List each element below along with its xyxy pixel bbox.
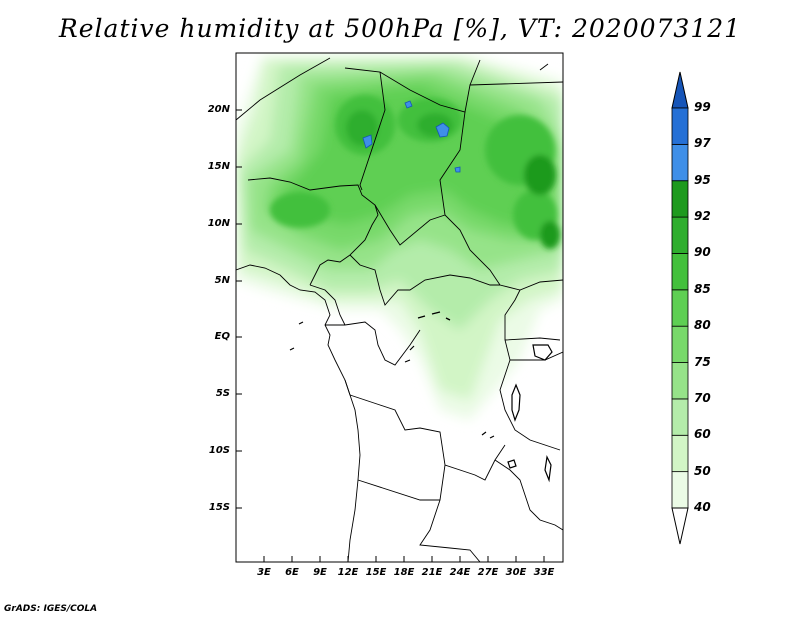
colorbar-segment-90	[671, 216, 689, 254]
lon-label-3e: 3E	[257, 567, 271, 578]
colorbar-label-95: 95	[694, 172, 711, 187]
colorbar-segment-80	[671, 289, 689, 327]
colorbar-label-75: 75	[694, 354, 711, 369]
colorbar-segment-97	[671, 107, 689, 145]
colorbar-label-85: 85	[694, 281, 711, 296]
lon-label-30e: 30E	[505, 567, 527, 578]
colorbar-label-80: 80	[694, 318, 711, 333]
lat-label-10n: 10N	[207, 218, 230, 229]
lon-label-27e: 27E	[477, 567, 499, 578]
humidity-field	[236, 56, 563, 420]
lon-label-15e: 15E	[365, 567, 387, 578]
colorbar-segment-40	[671, 471, 689, 509]
colorbar	[671, 71, 689, 545]
lon-label-21e: 21E	[421, 567, 443, 578]
colorbar-segment-75	[671, 325, 689, 363]
colorbar-segment-60	[671, 398, 689, 436]
colorbar-segment-92	[671, 180, 689, 218]
grads-credit: GrADS: IGES/COLA	[4, 604, 98, 614]
country-borders	[236, 57, 563, 562]
lon-label-9e: 9E	[313, 567, 327, 578]
rh-contour-95	[362, 134, 373, 149]
lon-label-33e: 33E	[533, 567, 555, 578]
lat-label-20n: 20N	[207, 104, 230, 115]
longitude-ticks	[263, 556, 545, 562]
colorbar-segment-95	[671, 143, 689, 182]
lon-label-12e: 12E	[337, 567, 359, 578]
lat-label-15n: 15N	[207, 161, 230, 172]
colorbar-segment-50	[671, 434, 689, 473]
latitude-ticks	[236, 109, 242, 509]
lat-label-15s: 15S	[208, 502, 230, 513]
colorbar-min-arrow	[671, 507, 689, 545]
lon-label-24e: 24E	[449, 567, 471, 578]
colorbar-label-40: 40	[694, 500, 711, 514]
lat-label-10s: 10S	[208, 445, 230, 456]
colorbar-label-60: 60	[694, 427, 711, 442]
colorbar-label-90: 90	[694, 245, 711, 260]
map-title: Relative humidity at 500hPa [%], VT: 202…	[58, 14, 742, 43]
lon-label-6e: 6E	[285, 567, 299, 578]
lat-label-5s: 5S	[215, 388, 230, 399]
colorbar-label-97: 97	[694, 136, 711, 151]
lat-label-eq: EQ	[214, 331, 230, 342]
colorbar-segment-70	[671, 362, 689, 400]
rh-contour-90	[346, 110, 378, 146]
lon-label-18e: 18E	[393, 567, 415, 578]
colorbar-label-92: 92	[694, 209, 711, 224]
colorbar-segment-85	[671, 253, 689, 291]
map-frame	[235, 52, 564, 563]
colorbar-label-70: 70	[694, 390, 711, 405]
colorbar-label-99: 99	[694, 100, 711, 114]
lat-label-5n: 5N	[214, 275, 230, 286]
colorbar-max-arrow	[671, 71, 689, 109]
colorbar-label-50: 50	[694, 463, 711, 478]
